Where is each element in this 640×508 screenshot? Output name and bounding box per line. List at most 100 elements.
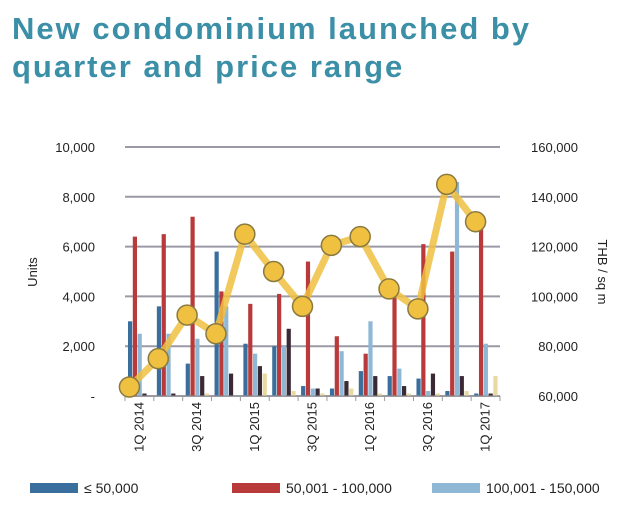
legend-label: 100,001 - 150,000 — [486, 480, 600, 496]
legend-swatch — [30, 483, 78, 493]
bar-3 — [483, 343, 488, 396]
bar-4 — [315, 388, 320, 396]
price-point — [378, 278, 400, 300]
bar-3 — [397, 368, 402, 396]
bar-1 — [272, 346, 277, 396]
bar-3 — [195, 338, 200, 396]
price-point — [349, 225, 371, 248]
y2-tick-label: 60,000 — [538, 389, 578, 404]
bar-3 — [166, 333, 171, 396]
bar-1 — [329, 388, 335, 396]
bar-2 — [277, 293, 282, 396]
x-tick-label: 3Q 2016 — [420, 402, 435, 452]
bar-1 — [301, 386, 306, 396]
price-point — [464, 210, 487, 233]
title-line-1: New condominium launched by — [12, 11, 532, 46]
bar-4 — [171, 393, 176, 396]
legend-label: ≤ 50,000 — [84, 480, 139, 496]
bar-3 — [339, 351, 344, 396]
price-point — [291, 295, 314, 318]
bar-4 — [228, 373, 234, 396]
bar-5 — [262, 373, 267, 396]
x-tick-label: 3Q 2014 — [189, 402, 204, 452]
bar-4 — [257, 366, 262, 396]
bar-1 — [445, 391, 450, 396]
bar-4 — [488, 393, 493, 396]
legend-item: 100,001 - 150,000 — [432, 480, 600, 496]
bar-4 — [344, 381, 349, 396]
price-point — [176, 304, 198, 326]
bar-3 — [224, 306, 229, 396]
bar-1 — [416, 378, 421, 396]
bar-5 — [377, 393, 383, 396]
price-point — [118, 376, 141, 398]
y-tick-label: 6,000 — [62, 240, 95, 255]
legend-item: ≤ 50,000 — [30, 480, 138, 496]
y2-tick-label: 160,000 — [531, 140, 578, 155]
bar-4 — [459, 376, 464, 396]
y2-tick-label: 120,000 — [531, 240, 578, 255]
bar-2 — [478, 229, 484, 396]
y-tick-label: 4,000 — [62, 289, 95, 304]
legend-swatch — [432, 483, 480, 493]
legend-label: 50,001 - 100,000 — [286, 480, 392, 496]
chart-title: New condominium launched by quarter and p… — [12, 10, 531, 86]
x-tick-label: 1Q 2014 — [131, 402, 146, 452]
bar-5 — [493, 376, 498, 396]
price-point — [234, 223, 256, 245]
y-tick-label: - — [91, 389, 95, 404]
x-tick-label: 3Q 2015 — [305, 402, 320, 452]
bar-4 — [200, 376, 205, 396]
price-point — [147, 347, 170, 370]
bar-1 — [185, 363, 190, 396]
bar-3 — [368, 321, 373, 396]
bar-2 — [450, 251, 455, 396]
bar-4 — [373, 376, 378, 396]
bar-2 — [248, 303, 253, 396]
y2-tick-label: 80,000 — [538, 339, 578, 354]
bar-2 — [132, 236, 137, 396]
bar-5 — [435, 393, 440, 396]
bar-5 — [406, 393, 412, 396]
bar-2 — [421, 244, 426, 396]
bar-4 — [142, 393, 147, 396]
bar-2 — [334, 336, 339, 396]
bar-4 — [430, 373, 436, 396]
bar-3 — [252, 353, 258, 396]
bar-5 — [204, 393, 210, 396]
bar-3 — [137, 333, 142, 396]
y2-tick-label: 140,000 — [531, 190, 578, 205]
legend-item: 50,001 - 100,000 — [232, 480, 392, 496]
title-line-2: quarter and price range — [12, 49, 405, 84]
y-tick-label: 2,000 — [62, 339, 95, 354]
price-point — [435, 173, 458, 196]
bar-5 — [320, 393, 325, 396]
x-tick-label: 1Q 2017 — [478, 402, 493, 452]
y2-axis-label: THB / sq m — [595, 239, 610, 304]
bar-1 — [128, 321, 133, 396]
bar-2 — [363, 353, 368, 396]
price-point — [262, 260, 285, 283]
bar-2 — [392, 281, 397, 396]
bar-5 — [349, 388, 354, 396]
x-tick-label: 1Q 2016 — [362, 402, 377, 452]
price-point — [320, 234, 343, 257]
bar-5 — [291, 391, 296, 396]
price-point — [407, 298, 429, 320]
bar-1 — [474, 393, 479, 396]
y-tick-label: 8,000 — [62, 190, 95, 205]
y2-tick-label: 100,000 — [531, 289, 578, 304]
bar-1 — [243, 343, 248, 396]
bar-3 — [426, 391, 431, 396]
bar-1 — [358, 371, 363, 396]
legend-swatch — [232, 483, 280, 493]
y-tick-label: 10,000 — [55, 140, 95, 155]
bar-5 — [464, 391, 469, 396]
y-axis-label: Units — [25, 257, 40, 287]
bar-1 — [387, 376, 392, 396]
bar-3 — [454, 181, 460, 396]
bar-2 — [305, 261, 311, 396]
bar-4 — [286, 328, 291, 396]
bar-3 — [310, 388, 315, 396]
x-tick-label: 1Q 2015 — [247, 402, 262, 452]
